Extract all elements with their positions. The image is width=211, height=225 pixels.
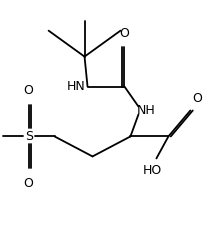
Text: NH: NH [137, 104, 156, 117]
Text: O: O [119, 27, 129, 40]
Text: HO: HO [143, 164, 162, 177]
Text: S: S [25, 130, 33, 143]
Text: O: O [192, 92, 202, 105]
Text: HN: HN [67, 80, 86, 93]
Text: O: O [24, 177, 34, 190]
Text: O: O [24, 83, 34, 97]
